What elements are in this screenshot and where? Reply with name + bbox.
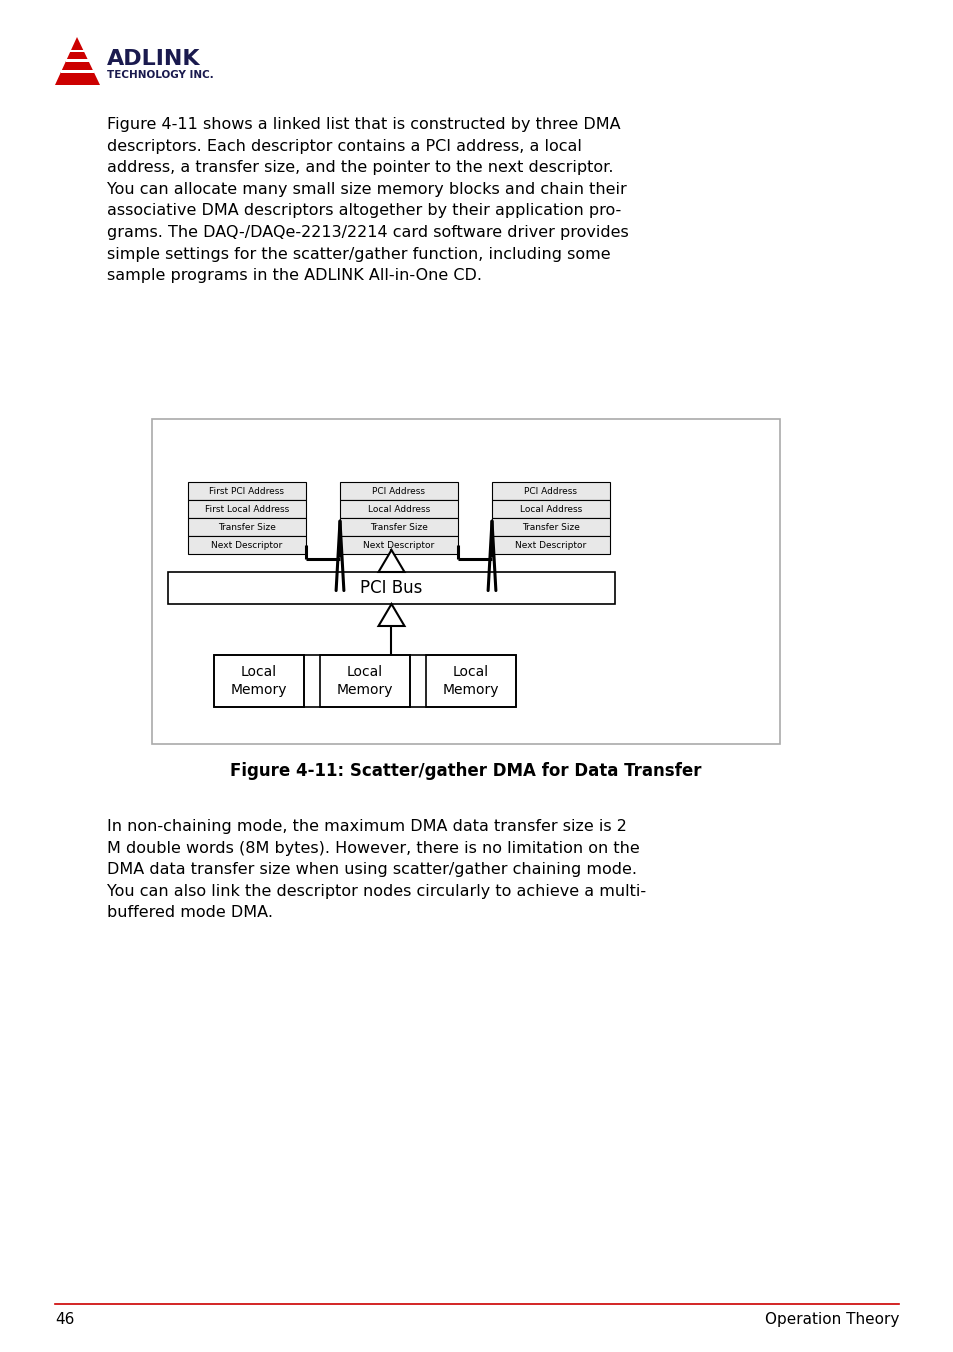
Bar — [492, 518, 609, 535]
Text: First Local Address: First Local Address — [205, 504, 289, 514]
Text: Local
Memory: Local Memory — [231, 665, 287, 698]
Bar — [426, 654, 516, 707]
Text: Figure 4-11 shows a linked list that is constructed by three DMA
descriptors. Ea: Figure 4-11 shows a linked list that is … — [107, 118, 628, 283]
Bar — [213, 654, 516, 707]
Bar — [492, 483, 609, 500]
Bar — [339, 483, 457, 500]
Bar — [339, 500, 457, 518]
Bar — [66, 59, 90, 62]
Bar — [188, 535, 306, 554]
Bar — [71, 50, 85, 53]
Text: PCI Address: PCI Address — [372, 487, 425, 495]
Text: PCI Bus: PCI Bus — [360, 579, 422, 598]
Bar — [213, 654, 304, 707]
Bar — [168, 572, 615, 604]
Text: Transfer Size: Transfer Size — [218, 522, 275, 531]
Bar — [319, 654, 410, 707]
Text: PCI Address: PCI Address — [524, 487, 577, 495]
Text: First PCI Address: First PCI Address — [210, 487, 284, 495]
Bar — [188, 500, 306, 518]
Text: TECHNOLOGY INC.: TECHNOLOGY INC. — [107, 70, 213, 80]
Text: Figure 4-11: Scatter/gather DMA for Data Transfer: Figure 4-11: Scatter/gather DMA for Data… — [230, 763, 701, 780]
Bar — [188, 483, 306, 500]
Text: Local
Memory: Local Memory — [442, 665, 498, 698]
Text: ADLINK: ADLINK — [107, 49, 200, 69]
Text: Local Address: Local Address — [368, 504, 430, 514]
Bar — [492, 500, 609, 518]
Bar — [188, 518, 306, 535]
Text: Next Descriptor: Next Descriptor — [212, 541, 282, 549]
Polygon shape — [55, 37, 100, 85]
Bar — [61, 70, 94, 73]
Text: Operation Theory: Operation Theory — [763, 1311, 898, 1328]
Text: Local Address: Local Address — [519, 504, 581, 514]
Bar — [339, 535, 457, 554]
Polygon shape — [378, 550, 404, 572]
Text: In non-chaining mode, the maximum DMA data transfer size is 2
M double words (8M: In non-chaining mode, the maximum DMA da… — [107, 819, 645, 921]
Text: 46: 46 — [55, 1311, 74, 1328]
Text: Local
Memory: Local Memory — [336, 665, 393, 698]
Text: Next Descriptor: Next Descriptor — [363, 541, 435, 549]
Bar — [492, 535, 609, 554]
Text: Next Descriptor: Next Descriptor — [515, 541, 586, 549]
Bar — [152, 419, 780, 744]
Text: Transfer Size: Transfer Size — [370, 522, 428, 531]
Text: Transfer Size: Transfer Size — [521, 522, 579, 531]
Polygon shape — [378, 604, 404, 626]
Bar — [339, 518, 457, 535]
